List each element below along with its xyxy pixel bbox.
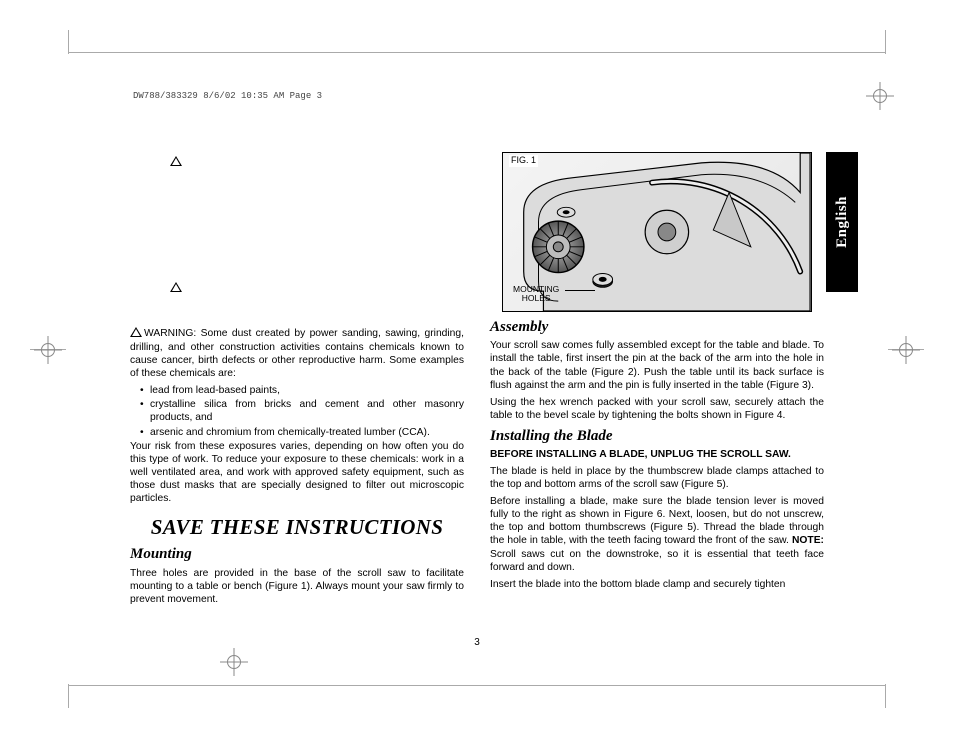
assembly-paragraph: Using the hex wrench packed with your sc… [490,396,824,422]
registration-mark-icon [220,648,248,676]
mounting-holes-label: MOUNTING HOLES [513,285,559,303]
risk-paragraph: Your risk from these exposures varies, d… [130,440,464,506]
save-instructions-heading: SAVE THESE INSTRUCTIONS [130,514,464,541]
page-content: WARNING: Some dust created by power sand… [130,152,824,638]
figure-frame: FIG. 1 MOUNTING HOLES [502,152,812,312]
note-label: NOTE: [792,535,824,546]
bullet-dot-icon: • [140,426,150,439]
crop-tick [885,30,886,54]
callout-line [565,290,595,291]
installing-blade-paragraph: Insert the blade into the bottom blade c… [490,578,824,591]
crop-rule-bottom [68,685,886,686]
bullet-text: lead from lead-based paints, [150,384,464,397]
assembly-paragraph: Your scroll saw comes fully assembled ex… [490,339,824,392]
bullet-dot-icon: • [140,384,150,397]
figure-1: FIG. 1 MOUNTING HOLES [490,152,824,312]
language-tab: English [826,152,858,292]
warning-triangle-icon [170,156,182,166]
language-tab-label: English [834,196,851,248]
crop-tick [68,684,69,708]
bullet-item: • lead from lead-based paints, [140,384,464,397]
bullet-item: • arsenic and chromium from chemically-t… [140,426,464,439]
registration-mark-icon [34,336,62,364]
warning-icon-block [170,282,464,295]
crop-tick [68,30,69,54]
warning-icon-block [170,156,464,169]
warning-triangle-icon [130,327,142,337]
bullet-item: • crystalline silica from bricks and cem… [140,398,464,424]
warning-paragraph: WARNING: Some dust created by power sand… [130,327,464,380]
installing-blade-heading: Installing the Blade [490,427,824,446]
mounting-paragraph: Three holes are provided in the base of … [130,567,464,607]
warning-triangle-icon [170,282,182,292]
two-column-body: WARNING: Some dust created by power sand… [130,152,824,610]
page-number: 3 [0,637,954,648]
bullet-text: crystalline silica from bricks and cemen… [150,398,464,424]
warning-label: WARNING: [144,328,196,339]
crop-tick [885,684,886,708]
installing-blade-subhead: BEFORE INSTALLING A BLADE, UNPLUG THE SC… [490,448,824,461]
installing-blade-paragraph: The blade is held in place by the thumbs… [490,465,824,491]
figure-label: FIG. 1 [509,155,538,167]
print-job-header: DW788/383329 8/6/02 10:35 AM Page 3 [133,91,322,101]
bullet-text: arsenic and chromium from chemically-tre… [150,426,464,439]
assembly-heading: Assembly [490,318,824,337]
spacer [130,299,464,327]
manual-page: DW788/383329 8/6/02 10:35 AM Page 3 Engl… [0,0,954,738]
mounting-heading: Mounting [130,545,464,564]
installing-blade-paragraph: Before installing a blade, make sure the… [490,495,824,574]
crop-rule-top [68,52,886,53]
registration-mark-icon [866,82,894,110]
registration-mark-icon [892,336,920,364]
spacer [130,173,464,278]
bullet-dot-icon: • [140,398,150,424]
